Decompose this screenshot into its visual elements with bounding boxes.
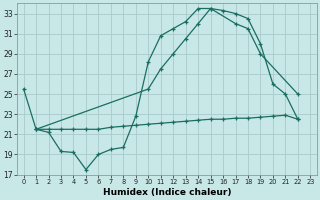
X-axis label: Humidex (Indice chaleur): Humidex (Indice chaleur) [103,188,231,197]
